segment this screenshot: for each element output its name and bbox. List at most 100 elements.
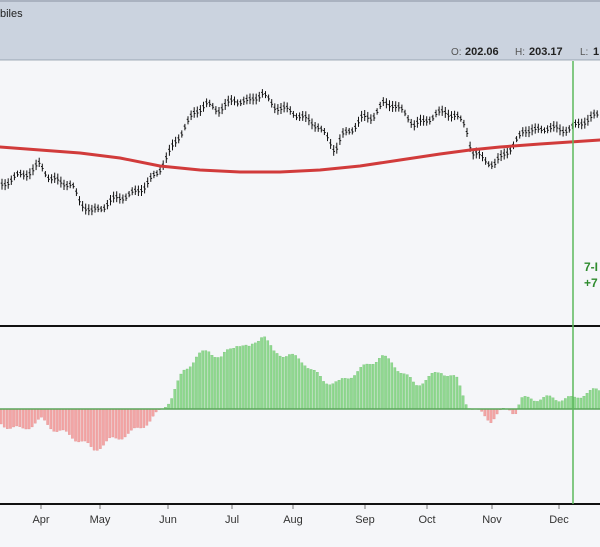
histogram-bar-positive: [241, 345, 245, 410]
histogram-bar-positive: [223, 351, 226, 410]
histogram-bar-positive: [281, 357, 285, 410]
histogram-bar-positive: [306, 368, 310, 410]
histogram-bar-positive: [362, 364, 366, 410]
price-bar: [282, 101, 286, 113]
histogram-bar-positive: [213, 357, 217, 410]
price-bar: [180, 130, 184, 138]
price-bar: [90, 204, 94, 216]
price-bar: [450, 111, 453, 122]
histogram-bar-positive: [176, 380, 180, 410]
price-bar: [99, 206, 103, 213]
histogram-bar-negative: [33, 408, 37, 424]
histogram-bar-positive: [446, 376, 449, 410]
price-bar: [273, 103, 277, 114]
price-bar: [385, 98, 388, 109]
histogram-bar-positive: [430, 373, 434, 410]
price-bar: [130, 187, 134, 196]
price-bar: [205, 98, 208, 108]
price-bar: [143, 182, 146, 194]
price-bar: [84, 203, 87, 215]
histogram-bar-negative: [21, 408, 25, 429]
price-bar: [574, 119, 577, 128]
histogram-bar-positive: [263, 336, 266, 410]
histogram-bar-positive: [384, 355, 387, 410]
histogram-bar-positive: [405, 374, 409, 410]
histogram-bar-positive: [368, 364, 372, 410]
price-bar: [521, 127, 525, 137]
histogram-bar-positive: [353, 375, 356, 410]
histogram-bar-negative: [86, 408, 90, 444]
histogram-bar-positive: [433, 372, 437, 410]
histogram-bar-positive: [337, 380, 341, 410]
price-bar: [211, 102, 215, 110]
event-marker-label-2: +7: [584, 276, 598, 290]
histogram-bar-negative: [74, 408, 77, 442]
x-tick-label: Jun: [159, 514, 177, 526]
histogram-bar-positive: [520, 397, 524, 410]
price-bar: [552, 121, 556, 132]
ohlc-low-label: L:: [580, 47, 588, 58]
price-bar: [31, 164, 35, 176]
histogram-bar-positive: [548, 395, 552, 410]
histogram-bar-negative: [108, 408, 111, 439]
price-bar: [3, 179, 7, 191]
histogram-bar-positive: [170, 398, 173, 410]
histogram-bar-negative: [145, 408, 149, 426]
ohlc-open-value: 202.06: [465, 46, 499, 58]
histogram-bar-positive: [303, 365, 307, 410]
histogram-bar-positive: [340, 378, 344, 410]
price-bar: [258, 91, 261, 102]
price-bar: [214, 106, 218, 115]
histogram-bar-positive: [319, 376, 322, 410]
histogram-bar-positive: [458, 385, 462, 410]
histogram-bar-positive: [567, 396, 570, 410]
price-bar: [251, 93, 255, 105]
price-bar: [298, 112, 301, 122]
price-bar: [595, 110, 599, 118]
price-bar: [586, 114, 590, 126]
histogram-bar-positive: [551, 397, 555, 410]
histogram-bar-negative: [92, 408, 96, 451]
histogram-bar-positive: [210, 355, 214, 410]
price-bar: [59, 176, 63, 188]
histogram-bar-positive: [350, 377, 353, 410]
histogram-bar-negative: [133, 408, 136, 429]
histogram-bar-positive: [396, 371, 400, 410]
price-bar: [403, 109, 407, 117]
price-bar: [310, 118, 314, 130]
price-bar: [518, 130, 521, 139]
histogram-bar-positive: [554, 400, 558, 410]
price-bar: [62, 179, 66, 191]
price-bar: [220, 103, 224, 115]
price-bar: [354, 122, 357, 132]
price-bar: [208, 99, 211, 107]
price-bar: [34, 159, 38, 171]
price-bar: [13, 172, 16, 181]
price-bar: [137, 185, 140, 197]
price-bar: [502, 148, 506, 160]
histogram-bar-positive: [238, 346, 242, 410]
histogram-bar-negative: [117, 408, 121, 440]
price-bar: [515, 136, 518, 143]
histogram-bar-positive: [529, 398, 533, 410]
price-bar: [276, 104, 280, 115]
price-bar: [459, 115, 463, 122]
price-bar: [72, 182, 75, 189]
price-bar: [223, 98, 227, 110]
price-bar: [583, 117, 587, 129]
price-bar: [304, 111, 308, 123]
chart-title: biles: [0, 8, 23, 20]
price-bar: [316, 123, 320, 132]
histogram-bar-positive: [312, 370, 316, 410]
price-bar: [453, 110, 456, 121]
price-bar: [347, 127, 351, 135]
histogram-bar-positive: [257, 340, 260, 410]
price-bar: [152, 170, 156, 179]
price-bar: [375, 108, 379, 115]
histogram-bar-positive: [449, 375, 452, 410]
histogram-bar-negative: [111, 408, 115, 438]
histogram-bar-negative: [120, 408, 124, 440]
histogram-bar-negative: [71, 408, 74, 439]
histogram-bar-positive: [443, 375, 446, 410]
